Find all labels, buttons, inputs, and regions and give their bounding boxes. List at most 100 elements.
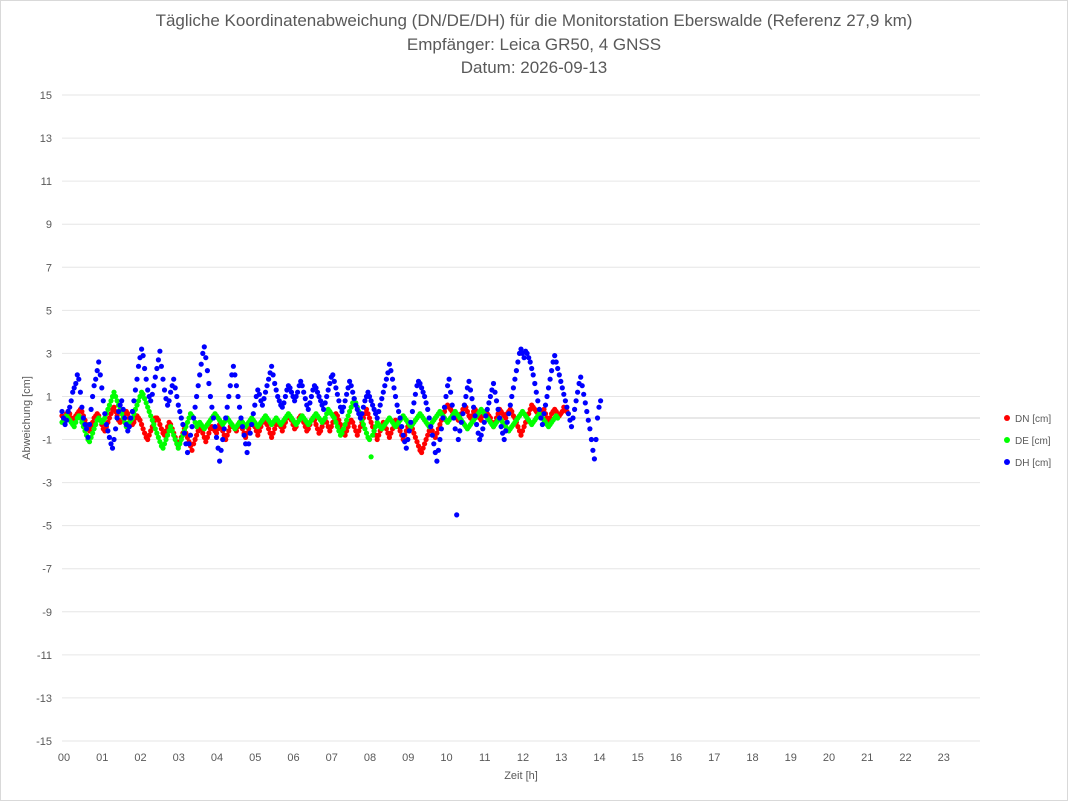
data-point (412, 391, 418, 397)
data-point (399, 424, 405, 430)
data-point (327, 428, 333, 434)
data-point (62, 421, 68, 428)
data-point (275, 393, 281, 400)
y-tick-label: 13 (40, 133, 52, 145)
data-point (541, 411, 547, 417)
data-point (224, 404, 230, 410)
data-point (152, 426, 158, 432)
data-point (255, 432, 261, 438)
x-tick-label: 16 (670, 752, 682, 764)
data-point (148, 428, 154, 434)
data-point (181, 430, 187, 436)
data-point (526, 355, 532, 361)
data-point (122, 415, 128, 421)
data-point (464, 408, 470, 415)
x-tick-label: 06 (287, 752, 299, 764)
data-point (79, 404, 85, 410)
data-point (139, 346, 145, 352)
y-tick-label: -11 (37, 650, 52, 662)
data-point (549, 368, 555, 374)
data-point (103, 421, 109, 428)
data-point (213, 430, 220, 436)
data-point (527, 359, 533, 365)
data-point (461, 402, 467, 408)
data-point (389, 376, 396, 382)
data-point (366, 393, 373, 400)
data-point (388, 368, 394, 374)
data-point (506, 411, 512, 417)
data-point (541, 406, 547, 412)
data-point (91, 383, 97, 389)
data-point (134, 376, 140, 382)
data-point (151, 421, 157, 428)
data-point (203, 439, 209, 445)
data-point (288, 389, 295, 395)
data-point (458, 419, 464, 425)
data-point (120, 406, 126, 412)
data-point (344, 417, 350, 423)
data-point (422, 393, 428, 400)
data-point (455, 436, 461, 443)
data-point (163, 436, 169, 443)
x-tick-label: 01 (96, 752, 108, 764)
data-point (93, 421, 99, 428)
data-point (463, 393, 469, 400)
data-point (96, 359, 102, 365)
data-point (226, 428, 232, 434)
data-point (322, 400, 328, 406)
data-point (449, 402, 455, 408)
data-point (108, 441, 114, 447)
data-point (155, 357, 161, 363)
data-point (445, 383, 451, 389)
data-point (469, 396, 475, 402)
data-point (376, 432, 382, 438)
y-axis-label: Abweichung [cm] (21, 376, 33, 460)
data-point (538, 415, 544, 421)
data-point (65, 408, 71, 415)
data-point (206, 430, 212, 436)
data-point (386, 361, 392, 367)
data-point (408, 419, 414, 425)
data-point (224, 432, 230, 438)
data-point (287, 385, 293, 391)
data-point (68, 398, 74, 404)
data-point (466, 378, 472, 384)
data-point (252, 402, 258, 408)
data-point (160, 445, 166, 451)
data-point (166, 398, 172, 404)
data-point (435, 447, 441, 453)
data-point (129, 408, 135, 415)
data-point (552, 353, 558, 359)
y-tick-label: 1 (46, 391, 52, 403)
data-point (281, 400, 287, 406)
data-point (598, 398, 604, 404)
data-point (161, 387, 168, 393)
data-point (148, 413, 154, 419)
y-tick-label: 5 (46, 305, 52, 317)
data-point (587, 426, 593, 432)
data-point (354, 432, 360, 438)
y-tick-label: 11 (41, 176, 52, 188)
data-point (438, 426, 444, 432)
data-point (423, 436, 429, 443)
x-tick-label: 18 (746, 752, 758, 764)
data-point (334, 424, 340, 430)
legend-marker (1004, 459, 1010, 465)
data-point (114, 415, 120, 421)
data-point (446, 376, 452, 382)
data-point (590, 447, 596, 453)
y-tick-labels: 15 13 11 9 7 5 3 1 -1 -3 -5 -7 -9 -11 -13 -15 (36, 90, 52, 748)
data-point (140, 353, 146, 359)
data-point (368, 419, 374, 425)
data-point (108, 411, 114, 417)
data-point (382, 383, 388, 389)
data-point (584, 408, 590, 415)
data-point (365, 411, 371, 417)
data-point (249, 421, 255, 428)
data-point (356, 428, 362, 434)
data-point (570, 415, 576, 421)
y-tick-label: -1 (42, 435, 52, 447)
data-point (396, 408, 402, 415)
x-tick-label: 23 (938, 752, 950, 764)
